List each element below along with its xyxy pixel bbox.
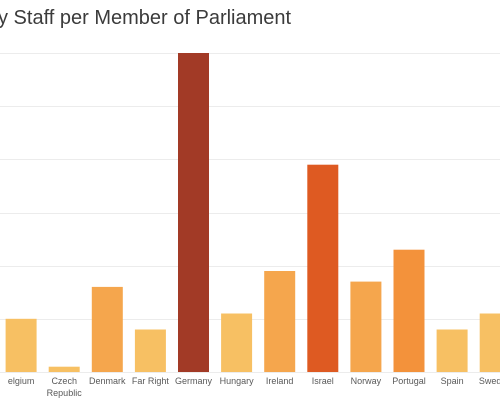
bar[interactable] bbox=[48, 366, 80, 372]
bar[interactable] bbox=[91, 286, 123, 372]
bar[interactable] bbox=[393, 249, 425, 372]
x-tick-label: elgium bbox=[8, 376, 35, 386]
x-tick-label: Czech Republic bbox=[47, 376, 83, 398]
x-tick-label: Norway bbox=[351, 376, 382, 386]
bars bbox=[5, 53, 500, 373]
bar[interactable] bbox=[134, 329, 166, 373]
x-tick-label: Hungary bbox=[220, 376, 255, 386]
x-tick-label: Far Right bbox=[132, 376, 170, 386]
bar[interactable] bbox=[221, 313, 253, 373]
bar[interactable] bbox=[178, 53, 209, 372]
bar[interactable] bbox=[5, 318, 37, 372]
bar[interactable] bbox=[436, 329, 468, 373]
bar[interactable] bbox=[264, 271, 296, 372]
bar[interactable] bbox=[307, 164, 339, 372]
bar[interactable] bbox=[350, 281, 382, 372]
x-tick-label: Ireland bbox=[266, 376, 294, 386]
x-tick-label: Israel bbox=[312, 376, 334, 386]
x-tick-label: Portugal bbox=[392, 376, 426, 386]
x-tick-label: Spain bbox=[441, 376, 464, 386]
x-tick-label: Sweden bbox=[479, 376, 500, 386]
x-tick-label: Germany bbox=[175, 376, 213, 386]
bar[interactable] bbox=[479, 313, 500, 373]
x-tick-labels: elgium Czech Republic Denmark Far Right Germa… bbox=[8, 376, 500, 398]
x-tick-label: Denmark bbox=[89, 376, 126, 386]
gridlines bbox=[0, 53, 500, 373]
chart-title: y Staff per Member of Parliament bbox=[0, 7, 292, 29]
